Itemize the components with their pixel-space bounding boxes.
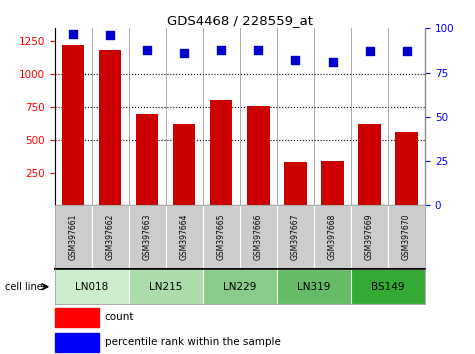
- Bar: [277, 205, 314, 269]
- Bar: [203, 269, 277, 304]
- Point: [255, 47, 262, 52]
- Bar: [351, 205, 388, 269]
- Point: [329, 59, 336, 65]
- Bar: [55, 205, 92, 269]
- Text: GSM397667: GSM397667: [291, 214, 300, 261]
- Text: GSM397670: GSM397670: [402, 214, 411, 261]
- Bar: [55, 269, 129, 304]
- Bar: [62, 45, 84, 205]
- Text: GSM397666: GSM397666: [254, 214, 263, 261]
- Bar: [396, 132, 418, 205]
- Text: GSM397661: GSM397661: [69, 214, 77, 261]
- Text: GSM397669: GSM397669: [365, 214, 374, 261]
- Point: [106, 33, 114, 38]
- Text: percentile rank within the sample: percentile rank within the sample: [104, 337, 281, 347]
- Text: LN215: LN215: [149, 282, 182, 292]
- Text: GSM397668: GSM397668: [328, 214, 337, 261]
- Bar: [166, 205, 203, 269]
- Bar: [388, 205, 425, 269]
- Bar: [129, 205, 166, 269]
- Bar: [359, 124, 380, 205]
- Point: [180, 50, 188, 56]
- Bar: [322, 161, 343, 205]
- Text: LN229: LN229: [223, 282, 256, 292]
- Text: GSM397662: GSM397662: [106, 214, 114, 261]
- Text: LN018: LN018: [75, 282, 108, 292]
- Text: cell line: cell line: [5, 282, 42, 292]
- Point: [292, 57, 299, 63]
- Bar: [55, 333, 99, 352]
- Text: LN319: LN319: [297, 282, 331, 292]
- Bar: [92, 205, 129, 269]
- Bar: [210, 101, 232, 205]
- Point: [143, 47, 151, 52]
- Bar: [277, 269, 351, 304]
- Bar: [136, 114, 158, 205]
- Bar: [285, 162, 306, 205]
- Point: [218, 47, 225, 52]
- Text: GSM397665: GSM397665: [217, 214, 226, 261]
- Title: GDS4468 / 228559_at: GDS4468 / 228559_at: [167, 14, 313, 27]
- Text: BS149: BS149: [371, 282, 405, 292]
- Bar: [99, 50, 121, 205]
- Text: count: count: [104, 312, 134, 322]
- Bar: [129, 269, 203, 304]
- Point: [69, 31, 77, 36]
- Bar: [240, 205, 277, 269]
- Point: [403, 48, 410, 54]
- Bar: [55, 308, 99, 327]
- Text: GSM397663: GSM397663: [143, 214, 152, 261]
- Bar: [173, 124, 195, 205]
- Bar: [314, 205, 351, 269]
- Bar: [203, 205, 240, 269]
- Text: GSM397664: GSM397664: [180, 214, 189, 261]
- Bar: [247, 106, 269, 205]
- Point: [366, 48, 373, 54]
- Bar: [351, 269, 425, 304]
